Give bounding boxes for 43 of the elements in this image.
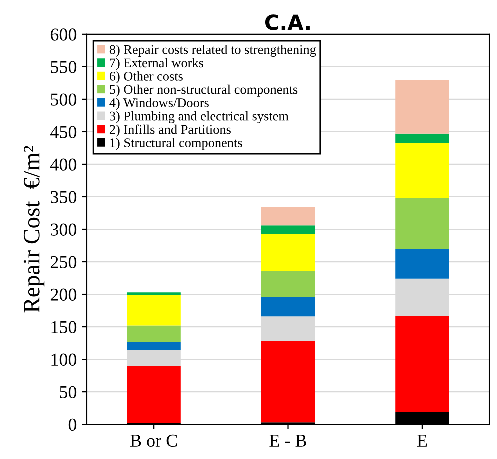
bar — [127, 342, 181, 350]
bar — [127, 292, 181, 296]
bar — [261, 271, 316, 298]
y-tick-label: 300 — [51, 224, 77, 236]
chart-title: C.A. — [265, 14, 310, 30]
y-tick-label: 0 — [68, 418, 77, 432]
y-tick-label: 200 — [50, 288, 77, 301]
y-tick-label: 600 — [50, 28, 77, 41]
y-tick-label: 400 — [50, 158, 77, 171]
bar — [261, 234, 316, 272]
y-tick-label: 500 — [51, 94, 77, 106]
y-tick-label: 100 — [52, 354, 77, 366]
legend-label: 5) Other non-structural components — [110, 84, 298, 97]
legend-label: 6) Other costs — [110, 72, 183, 84]
bar — [396, 134, 450, 144]
y-tick-label: 150 — [52, 321, 77, 334]
y-tick-label: 450 — [50, 126, 77, 138]
bar — [127, 295, 181, 326]
legend-label: 1) Structural components — [110, 138, 242, 150]
legend-label: 7) External works — [110, 58, 204, 70]
legend-label: 4) Windows/Doors — [110, 98, 209, 110]
bar — [261, 341, 316, 423]
bar — [396, 198, 450, 250]
legend-label: 3) Plumbing and electrical system — [110, 111, 289, 124]
bar — [261, 207, 316, 226]
y-tick-label: 250 — [50, 256, 77, 268]
bar — [396, 80, 450, 134]
x-tick-label: E - B — [270, 435, 306, 447]
bar — [396, 249, 450, 279]
bar — [261, 226, 316, 234]
bar — [127, 366, 181, 424]
y-axis-title: Repair Cost €/m² — [24, 146, 45, 313]
legend-label: 2) Infills and Partitions — [110, 124, 231, 137]
x-tick-label: B or C — [130, 434, 178, 448]
legend-label: 8) Repair costs related to strengthening — [110, 44, 316, 57]
y-tick-label: 550 — [51, 61, 77, 74]
x-tick-label: E — [417, 435, 428, 447]
bar — [261, 297, 316, 317]
bar — [396, 143, 450, 198]
y-tick-label: 350 — [51, 191, 77, 204]
bar — [396, 316, 450, 412]
bar — [127, 326, 181, 342]
y-tick-label: 50 — [60, 386, 77, 399]
